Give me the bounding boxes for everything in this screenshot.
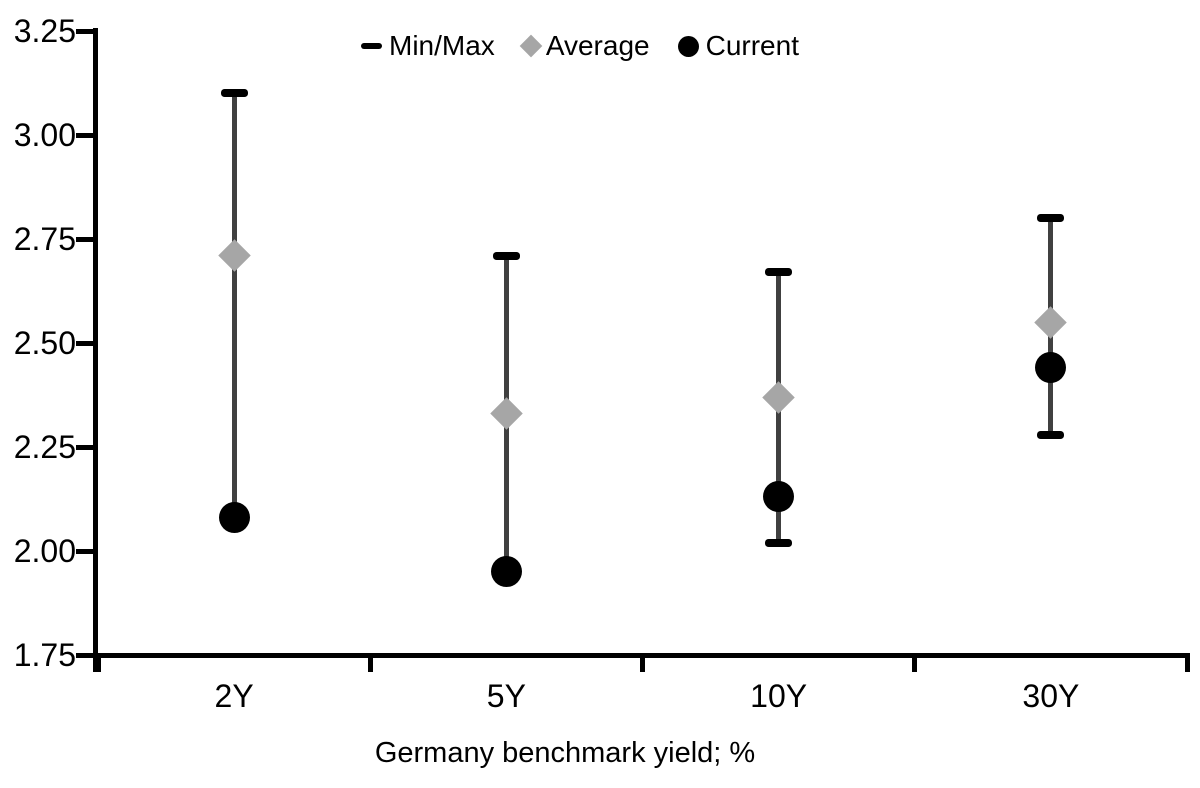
max-cap-5y [492,251,520,260]
y-axis-tick-label: 3.00 [13,117,76,153]
current-marker-30y [1035,352,1067,384]
average-marker-2y [217,239,251,272]
y-axis-tick-label: 3.25 [13,13,76,49]
legend-label-current: Current [705,30,799,61]
min-cap-30y [1037,430,1065,439]
y-axis-tick-label: 2.25 [13,429,76,465]
x-category-label-30y: 30Y [1022,678,1080,714]
legend-label-average: Average [545,30,650,61]
legend-item-current: Current [677,24,799,68]
x-axis-tick [95,655,101,672]
x-axis-title: Germany benchmark yield; % [374,737,756,769]
x-category-label-5y: 5Y [486,678,526,714]
x-axis-tick [1184,655,1190,672]
y-axis-tick [76,340,98,346]
x-category-label-10y: 10Y [750,678,808,714]
y-axis-tick [76,28,98,34]
x-axis-tick [912,655,918,672]
y-axis-tick-label: 2.75 [13,221,76,257]
legend-circle-icon [677,35,699,57]
legend-dash-icon [361,43,383,49]
current-marker-2y [218,502,250,534]
y-axis-tick [76,236,98,242]
y-axis-tick [76,548,98,554]
y-axis-tick-label: 2.50 [13,325,76,361]
y-axis-tick-label: 2.00 [13,533,76,569]
max-cap-2y [220,89,248,98]
y-axis-line [93,28,98,672]
average-marker-5y [490,397,523,430]
minmax-line-2y [231,93,237,518]
y-axis-tick [76,132,98,138]
current-marker-5y [490,556,522,588]
max-cap-10y [765,268,793,277]
max-cap-30y [1037,214,1065,223]
x-axis-tick [367,655,373,672]
x-category-label-2y: 2Y [214,678,254,714]
y-axis-tick [76,444,98,450]
y-axis-tick-label: 1.75 [13,637,76,673]
y-axis-tick [76,652,98,658]
x-axis-title-wrap: Germany benchmark yield; % [0,733,1130,773]
legend-item-average: Average [519,24,650,68]
current-marker-10y [763,481,795,513]
min-cap-10y [765,538,793,547]
legend-item-min-max: Min/Max [361,24,495,68]
x-axis-tick [640,655,645,672]
average-marker-30y [1034,305,1068,339]
legend-label-min-max: Min/Max [389,30,495,61]
average-marker-10y [762,380,795,414]
chart-legend: Min/Max Average Current [0,24,1160,68]
